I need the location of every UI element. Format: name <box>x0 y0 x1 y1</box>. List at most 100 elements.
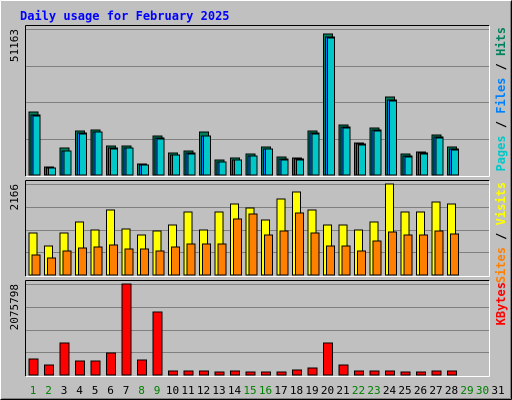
bar-pages-day-28 <box>451 149 459 176</box>
panel-visits-sites: 2166 Sites / Visits <box>8 180 508 283</box>
bar-body <box>183 370 194 376</box>
bar-body <box>214 371 225 376</box>
bar-body <box>450 233 459 276</box>
bar-body <box>354 370 364 376</box>
bar-pages-day-27 <box>435 137 444 176</box>
x-tick-label-15: 15 <box>243 384 256 397</box>
bar-pages-day-4 <box>79 133 87 176</box>
bar-body <box>431 370 442 376</box>
bar-pages-day-10 <box>172 154 180 176</box>
bar-pages-day-6 <box>110 148 118 176</box>
bar-body <box>326 245 335 276</box>
bar-sites-day-9 <box>155 250 165 276</box>
bar-pages-day-14 <box>234 159 242 176</box>
x-tick-label-24: 24 <box>383 384 397 397</box>
bar-body <box>199 370 209 376</box>
bar-body <box>172 154 180 176</box>
bar-kbytes-day-11 <box>183 370 194 376</box>
bar-pages-day-24 <box>389 100 397 176</box>
x-tick-label-23: 23 <box>367 384 380 397</box>
bar-kbytes-day-4 <box>75 360 85 376</box>
bar-kbytes-day-28 <box>447 370 457 376</box>
legend--: / <box>494 114 508 136</box>
panel-hits-files-pages: 51163 Pages / Files / Hits <box>8 25 508 177</box>
bar-body <box>296 159 304 176</box>
x-tick-label-19: 19 <box>305 384 318 397</box>
bar-body <box>152 311 163 376</box>
bar-body <box>404 156 413 176</box>
bar-body <box>109 244 118 276</box>
bar-kbytes-day-16 <box>261 371 271 376</box>
bar-body <box>295 212 304 276</box>
bar-sites-day-27 <box>434 230 444 276</box>
x-tick-label-22: 22 <box>352 384 365 397</box>
bar-pages-day-12 <box>203 135 211 176</box>
bar-sites-day-20 <box>326 245 335 276</box>
x-tick-label-9: 9 <box>154 384 161 397</box>
bar-sites-day-5 <box>93 246 103 276</box>
bar-body <box>31 254 41 276</box>
x-tick-label-18: 18 <box>290 384 303 397</box>
bar-kbytes-day-18 <box>292 369 302 376</box>
bar-body <box>311 133 320 176</box>
x-tick-label-26: 26 <box>414 384 427 397</box>
legend-sites: Sites <box>494 247 508 283</box>
bar-sites-day-12 <box>202 243 211 276</box>
bar-body <box>372 240 382 276</box>
bar-body <box>385 370 395 376</box>
x-tick-label-31: 31 <box>491 384 504 397</box>
bar-body <box>106 352 116 376</box>
bar-body <box>155 250 165 276</box>
bar-body <box>249 155 258 176</box>
bar-pages-day-13 <box>218 161 227 176</box>
bar-body <box>186 243 196 276</box>
bar-body <box>217 243 227 276</box>
bar-body <box>389 100 397 176</box>
bar-sites-day-15 <box>248 213 258 276</box>
bar-body <box>342 127 351 176</box>
bar-sites-day-17 <box>279 230 289 276</box>
legend-pages: Pages <box>494 135 508 171</box>
bar-kbytes-day-24 <box>385 370 395 376</box>
bar-pages-day-20 <box>327 37 335 176</box>
y-max-label: 2166 <box>8 184 21 211</box>
bar-body <box>90 360 101 376</box>
bar-body <box>79 133 87 176</box>
bar-kbytes-day-19 <box>307 367 318 376</box>
bar-pages-day-15 <box>249 155 258 176</box>
x-tick-label-1: 1 <box>30 384 37 397</box>
bar-kbytes-day-5 <box>90 360 101 376</box>
bar-sites-day-4 <box>78 247 87 276</box>
bar-kbytes-day-20 <box>323 342 333 376</box>
bar-body <box>28 358 39 376</box>
bar-body <box>187 153 196 176</box>
bar-kbytes-day-25 <box>400 371 411 376</box>
bar-pages-day-23 <box>373 130 382 176</box>
bar-sites-day-7 <box>124 248 134 276</box>
x-tick-label-16: 16 <box>259 384 272 397</box>
bar-body <box>63 150 72 176</box>
x-tick-label-2: 2 <box>45 384 52 397</box>
bar-sites-day-1 <box>31 254 41 276</box>
bar-body <box>94 131 103 176</box>
bar-body <box>234 159 242 176</box>
bar-body <box>137 359 147 376</box>
bar-body <box>59 342 70 376</box>
bar-sites-day-26 <box>419 234 428 276</box>
bar-body <box>435 137 444 176</box>
bar-body <box>75 360 85 376</box>
bar-pages-day-9 <box>156 138 165 176</box>
bar-body <box>203 135 211 176</box>
bar-kbytes-day-26 <box>416 371 426 376</box>
x-tick-label-7: 7 <box>123 384 130 397</box>
bar-sites-day-11 <box>186 243 196 276</box>
bar-body <box>323 342 333 376</box>
bar-kbytes-day-12 <box>199 370 209 376</box>
x-tick-label-21: 21 <box>336 384 349 397</box>
bar-kbytes-day-27 <box>431 370 442 376</box>
bar-body <box>416 371 426 376</box>
bar-kbytes-day-14 <box>230 370 240 376</box>
x-tick-label-14: 14 <box>228 384 242 397</box>
bar-pages-day-21 <box>342 127 351 176</box>
